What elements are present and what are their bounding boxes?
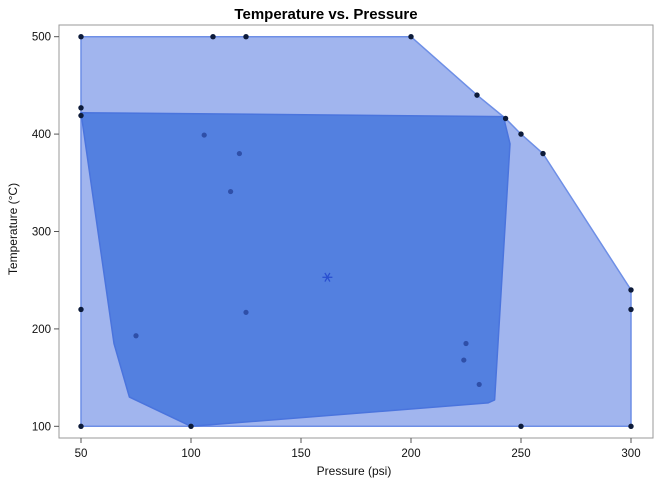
data-point bbox=[243, 33, 249, 40]
data-point bbox=[518, 131, 524, 137]
data-point bbox=[502, 115, 509, 122]
y-tick-label: 400 bbox=[32, 129, 51, 141]
y-axis: 100 200 300 400 500 bbox=[32, 32, 59, 433]
x-axis-label: Pressure (psi) bbox=[317, 464, 392, 478]
y-tick-label: 200 bbox=[32, 324, 51, 336]
data-point bbox=[78, 112, 84, 119]
data-point bbox=[628, 287, 634, 293]
inner-data-point bbox=[243, 309, 249, 315]
x-axis: 50 100 150 200 250 300 bbox=[75, 438, 641, 460]
plot-area bbox=[78, 33, 634, 430]
data-point bbox=[78, 423, 84, 430]
y-axis-label: Temperature (°C) bbox=[6, 183, 20, 275]
y-tick-label: 300 bbox=[32, 227, 51, 239]
x-tick-label: 300 bbox=[621, 448, 640, 460]
inner-data-point bbox=[201, 132, 207, 138]
chart-title: Temperature vs. Pressure bbox=[234, 6, 417, 23]
inner-data-point bbox=[228, 188, 234, 195]
data-point bbox=[408, 33, 414, 40]
inner-data-point bbox=[463, 340, 469, 347]
y-tick-label: 100 bbox=[32, 421, 51, 433]
centroid-marker bbox=[322, 272, 333, 282]
data-point bbox=[78, 105, 84, 111]
inner-region-hull bbox=[80, 111, 511, 428]
inner-data-point bbox=[133, 333, 139, 339]
inner-data-point bbox=[476, 381, 482, 388]
y-tick-label: 500 bbox=[32, 32, 51, 44]
data-point bbox=[628, 306, 634, 313]
x-tick-label: 50 bbox=[75, 448, 88, 460]
inner-data-point bbox=[236, 150, 242, 157]
data-point bbox=[518, 423, 524, 430]
data-point bbox=[210, 33, 216, 40]
x-tick-label: 200 bbox=[401, 448, 420, 460]
data-point bbox=[628, 423, 634, 430]
data-point bbox=[188, 423, 194, 430]
x-tick-label: 250 bbox=[511, 448, 530, 460]
x-tick-label: 150 bbox=[291, 448, 310, 460]
inner-data-point bbox=[461, 357, 467, 363]
data-point bbox=[540, 150, 546, 157]
data-point bbox=[474, 92, 480, 98]
x-tick-label: 100 bbox=[181, 448, 200, 460]
data-point bbox=[78, 33, 84, 40]
data-point bbox=[78, 306, 84, 313]
